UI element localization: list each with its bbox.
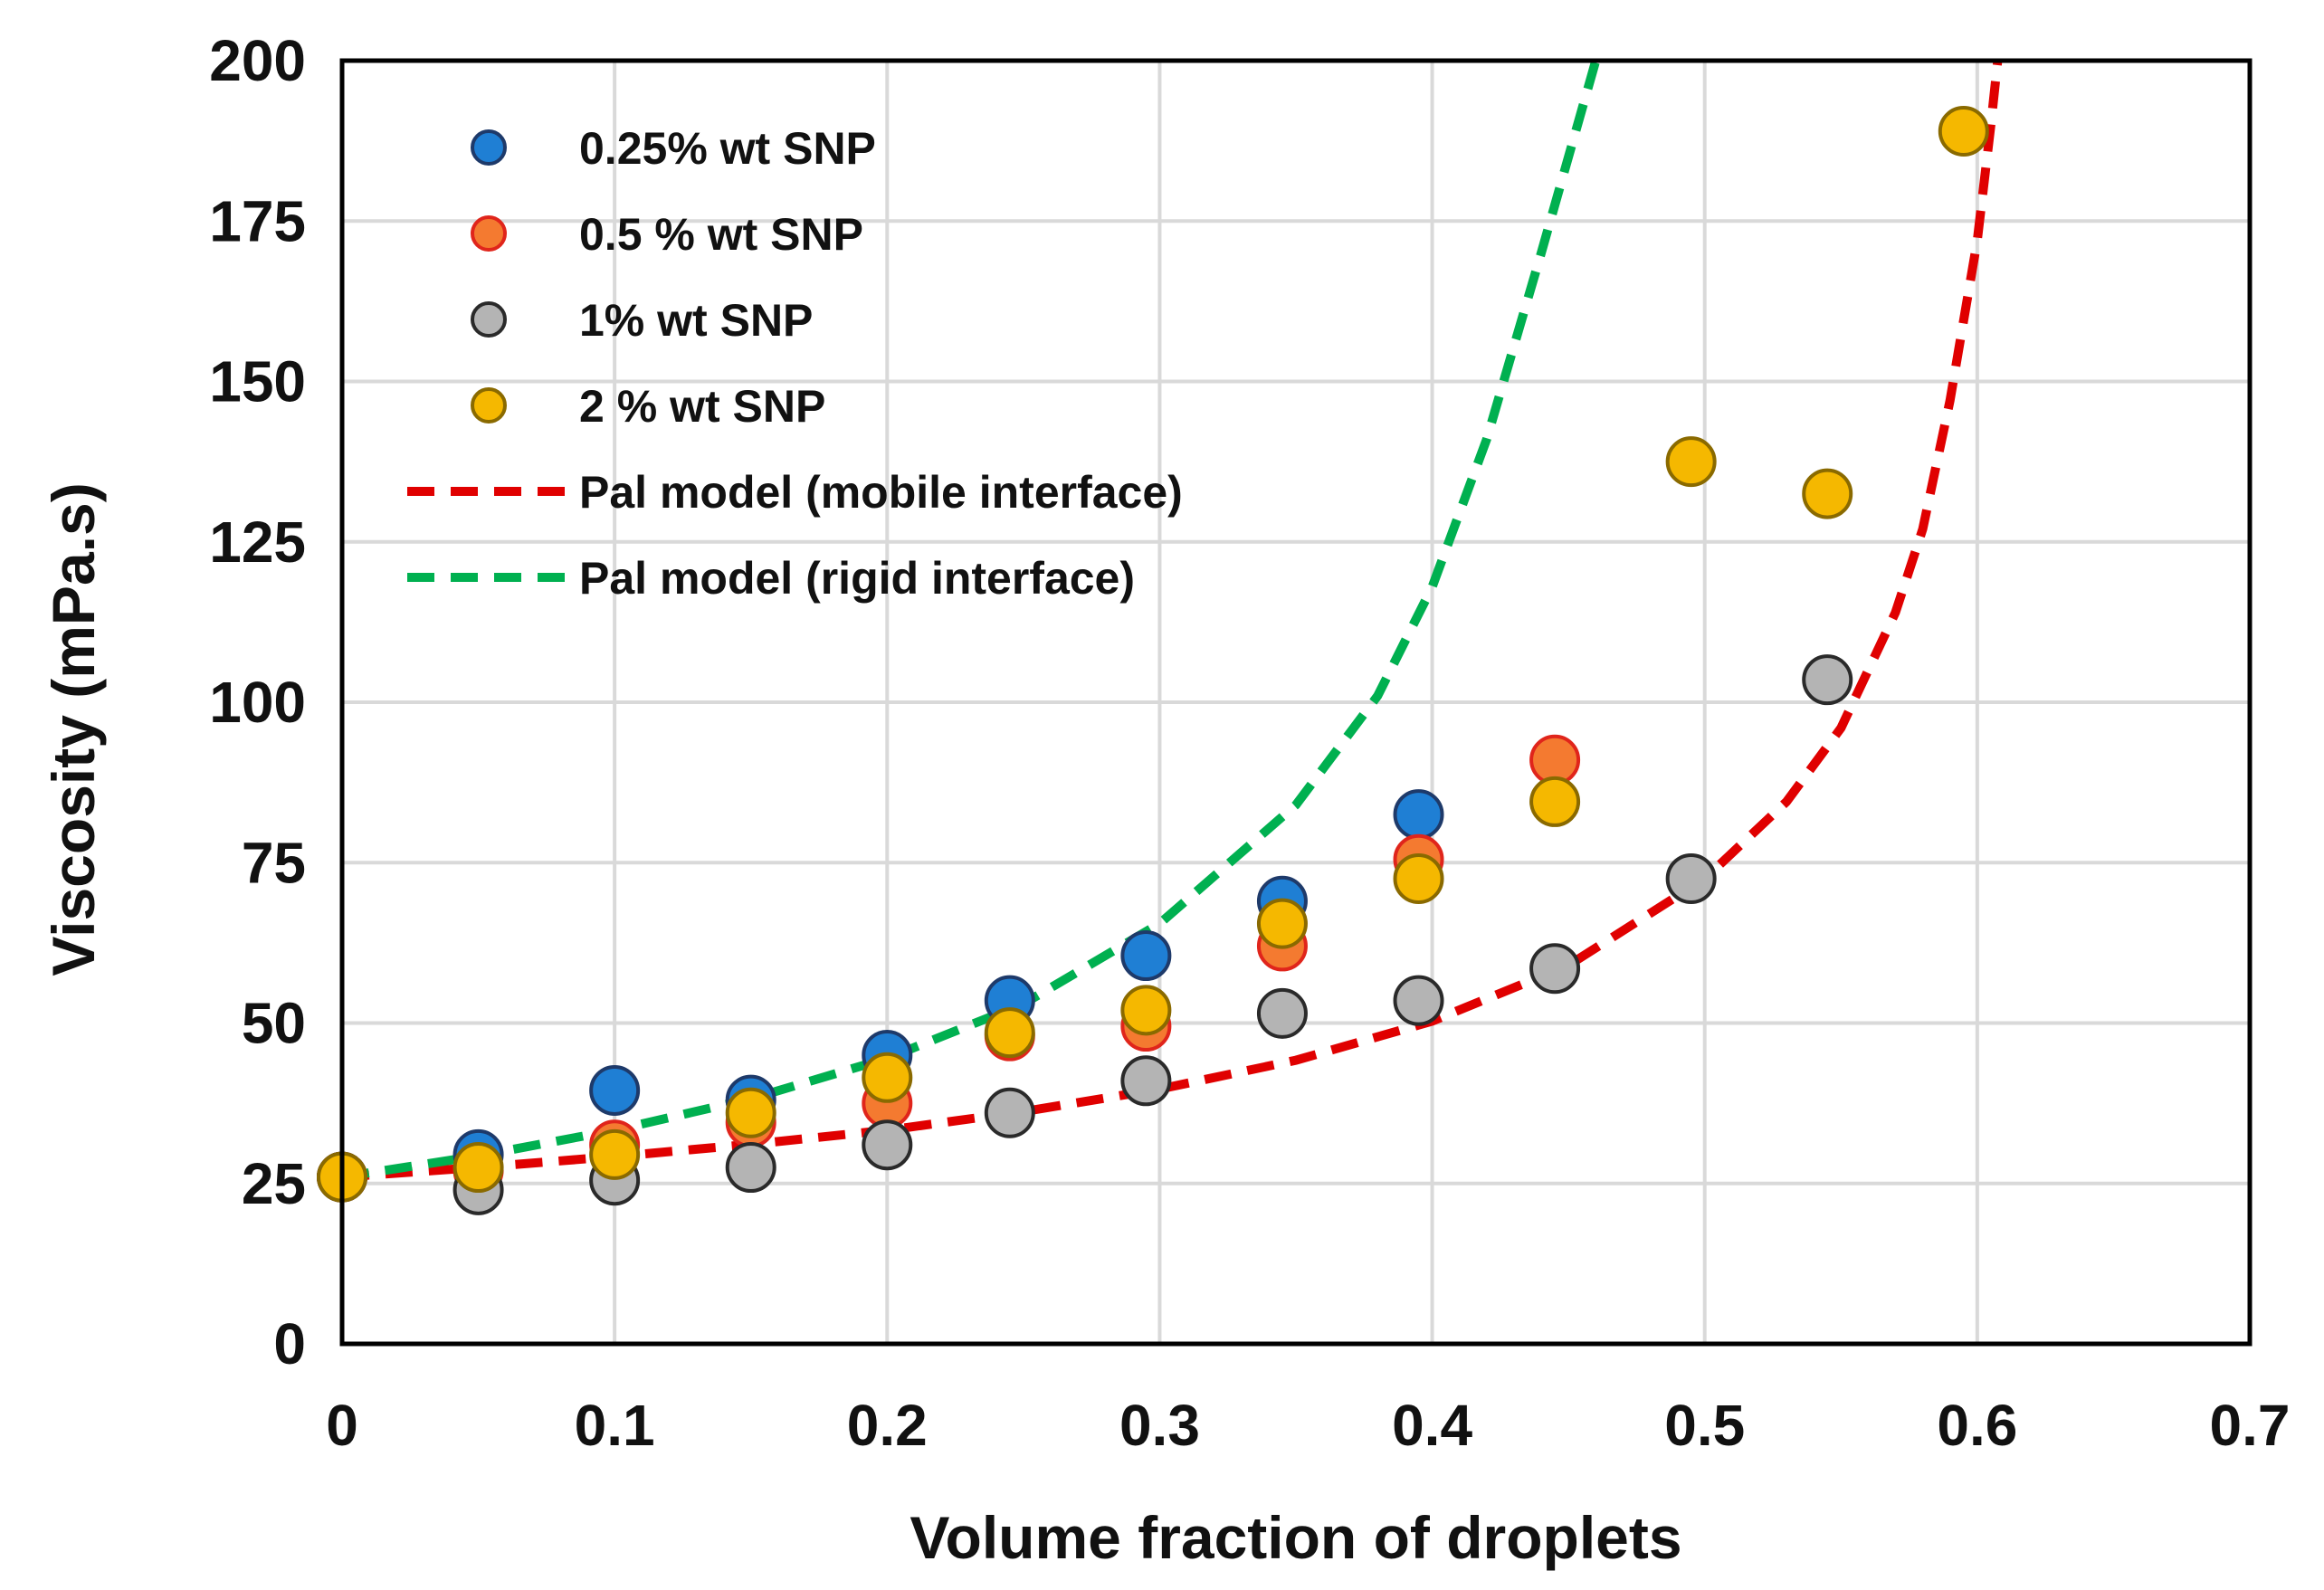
data-point-series-1	[589, 1064, 641, 1116]
data-point-series-1	[1393, 789, 1444, 841]
data-point-series-4	[452, 1142, 504, 1194]
y-tick-label: 0	[273, 1311, 306, 1376]
data-point-series-3	[725, 1142, 776, 1194]
x-tick-label: 0	[326, 1393, 358, 1458]
y-tick-label: 125	[209, 509, 306, 575]
legend-label: 1% wt SNP	[579, 295, 813, 346]
x-tick-label: 0.2	[847, 1393, 928, 1458]
plot-frame	[339, 58, 2253, 1347]
x-tick-label: 0.7	[2210, 1393, 2291, 1458]
y-tick-label: 150	[209, 349, 306, 414]
x-tick-label: 0.6	[1937, 1393, 2017, 1458]
data-point-series-3	[1802, 654, 1853, 706]
y-tick-label: 75	[242, 830, 306, 895]
y-axis-title: Viscosity (mPa.s)	[40, 482, 107, 976]
x-axis-ticks: 0 0.1 0.2 0.3 0.4 0.5 0.6 0.7	[326, 1393, 2290, 1458]
data-point-series-4	[1938, 105, 1989, 157]
data-point-series-4	[862, 1052, 913, 1103]
legend-label: 2 % wt SNP	[579, 381, 825, 432]
model-curve-rigid	[342, 61, 1601, 1182]
gridlines	[342, 61, 2250, 1344]
data-point-series-4	[1665, 436, 1717, 488]
data-points	[317, 105, 1989, 1215]
x-axis-title: Volume fraction of droplets	[910, 1504, 1681, 1571]
y-tick-label: 100	[209, 670, 306, 735]
legend-label: Pal model (rigid interface)	[579, 553, 1135, 604]
legend-marker	[471, 129, 507, 166]
x-tick-label: 0.4	[1392, 1393, 1472, 1458]
data-point-series-3	[1529, 943, 1581, 995]
y-axis-ticks: 0 25 50 75 100 125 150 175 200	[209, 28, 306, 1376]
data-point-series-3	[1120, 1055, 1172, 1107]
y-tick-label: 50	[242, 991, 306, 1056]
legend: 0.25% wt SNP 0.5 % wt SNP 1% wt SNP 2 % wt …	[407, 123, 1183, 604]
y-tick-label: 25	[242, 1151, 306, 1216]
legend-marker	[471, 387, 507, 424]
data-point-series-4	[1120, 985, 1172, 1036]
data-point-series-4	[1393, 852, 1444, 904]
legend-label: 0.25% wt SNP	[579, 123, 876, 174]
data-point-series-4	[1802, 468, 1853, 519]
data-point-series-1	[1120, 930, 1172, 982]
legend-marker	[471, 215, 507, 252]
data-point-series-3	[1665, 852, 1717, 904]
data-point-series-4	[984, 1007, 1035, 1059]
data-point-series-4	[1529, 776, 1581, 827]
y-tick-label: 200	[209, 28, 306, 93]
data-point-series-3	[984, 1087, 1035, 1138]
data-point-series-3	[1256, 987, 1308, 1039]
data-point-series-4	[1256, 898, 1308, 949]
legend-marker	[471, 301, 507, 338]
data-point-series-3	[862, 1119, 913, 1171]
x-tick-label: 0.3	[1119, 1393, 1200, 1458]
legend-label: 0.5 % wt SNP	[579, 209, 863, 260]
data-point-series-4	[725, 1087, 776, 1138]
data-point-series-4	[589, 1128, 641, 1180]
x-tick-label: 0.1	[575, 1393, 655, 1458]
legend-label: Pal model (mobile interface)	[579, 467, 1183, 518]
y-tick-label: 175	[209, 188, 306, 253]
x-tick-label: 0.5	[1664, 1393, 1745, 1458]
data-point-series-3	[1393, 975, 1444, 1026]
